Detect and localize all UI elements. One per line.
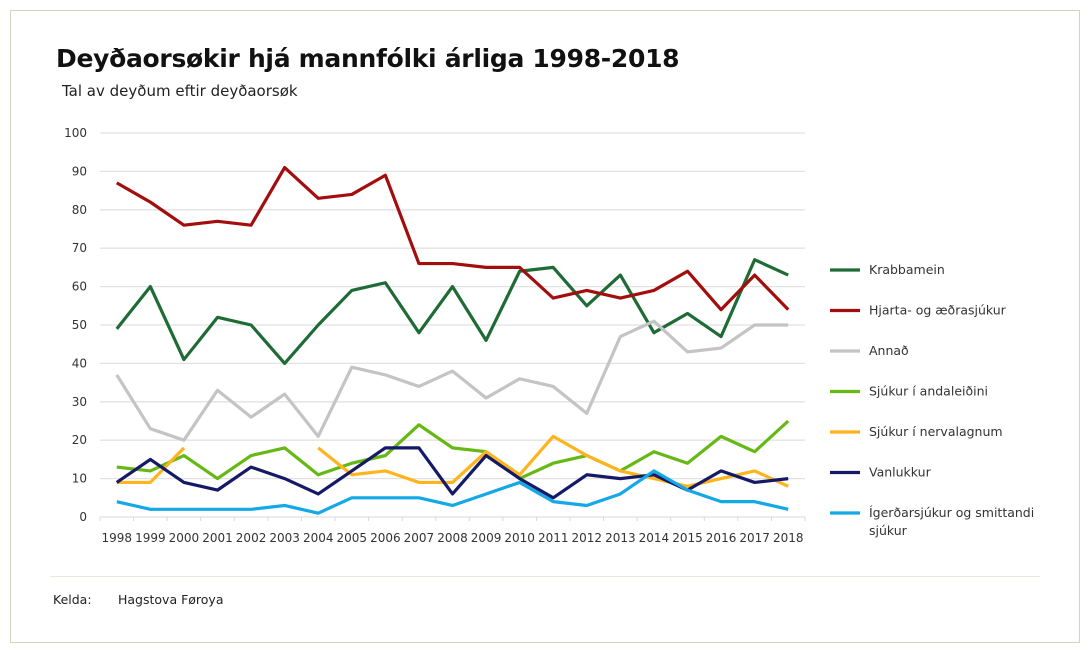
y-tick-label: 70 xyxy=(72,241,87,255)
x-tick-label: 2008 xyxy=(437,531,468,545)
series-line-3 xyxy=(115,319,789,442)
chart-frame xyxy=(10,10,1080,643)
series-line-5 xyxy=(317,434,789,488)
chart-title: Deyðaorsøkir hjá mannfólki árliga 1998-2… xyxy=(56,44,680,73)
y-tick-label: 20 xyxy=(72,433,87,447)
series-line-2 xyxy=(115,165,790,312)
legend-label: Hjarta- og æðrasjúkur xyxy=(869,303,1007,318)
x-tick-label: 2010 xyxy=(504,531,535,545)
y-tick-label: 30 xyxy=(72,395,87,409)
legend-label: Krabbamein xyxy=(869,262,945,277)
series-line-7 xyxy=(116,469,789,515)
y-tick-label: 40 xyxy=(72,356,87,370)
x-tick-label: 2015 xyxy=(672,531,703,545)
y-tick-label: 0 xyxy=(79,510,87,524)
x-tick-label: 2013 xyxy=(605,531,636,545)
x-tick-label: 2006 xyxy=(370,531,401,545)
series-line-5 xyxy=(116,446,186,485)
x-tick-label: 2017 xyxy=(739,531,770,545)
x-tick-label: 2018 xyxy=(773,531,804,545)
x-tick-label: 1999 xyxy=(135,531,166,545)
x-tick-label: 2007 xyxy=(404,531,435,545)
y-tick-label: 10 xyxy=(72,472,87,486)
x-tick-label: 2005 xyxy=(337,531,368,545)
x-tick-label: 2003 xyxy=(269,531,300,545)
source-value: Hagstova Føroya xyxy=(118,592,224,607)
y-tick-label: 50 xyxy=(72,318,87,332)
x-tick-label: 2016 xyxy=(706,531,737,545)
series-line-4 xyxy=(116,419,790,481)
legend-label: Sjúkur í nervalagnum xyxy=(869,424,1003,439)
x-tick-label: 2000 xyxy=(169,531,200,545)
x-tick-label: 2011 xyxy=(538,531,569,545)
y-tick-label: 100 xyxy=(64,126,87,140)
legend-label: Ígerðarsjúkur og smittandi sjúkur xyxy=(869,505,1034,538)
x-tick-label: 1998 xyxy=(102,531,133,545)
x-tick-label: 2009 xyxy=(471,531,502,545)
series-line-1 xyxy=(115,258,789,365)
x-tick-label: 2012 xyxy=(572,531,603,545)
x-tick-label: 2002 xyxy=(236,531,267,545)
y-tick-label: 90 xyxy=(72,164,87,178)
y-tick-label: 80 xyxy=(72,203,87,217)
legend-label: Vanlukkur xyxy=(869,465,932,480)
legend-label: Sjúkur í andaleiðini xyxy=(869,384,988,399)
y-tick-label: 60 xyxy=(72,280,87,294)
footer-divider xyxy=(50,576,1040,577)
legend-label: Annað xyxy=(869,343,909,358)
x-tick-label: 2004 xyxy=(303,531,334,545)
x-tick-label: 2001 xyxy=(202,531,233,545)
source-label: Kelda: xyxy=(53,592,92,607)
chart-subtitle: Tal av deyðum eftir deyðaorsøk xyxy=(62,82,298,100)
x-tick-label: 2014 xyxy=(639,531,670,545)
